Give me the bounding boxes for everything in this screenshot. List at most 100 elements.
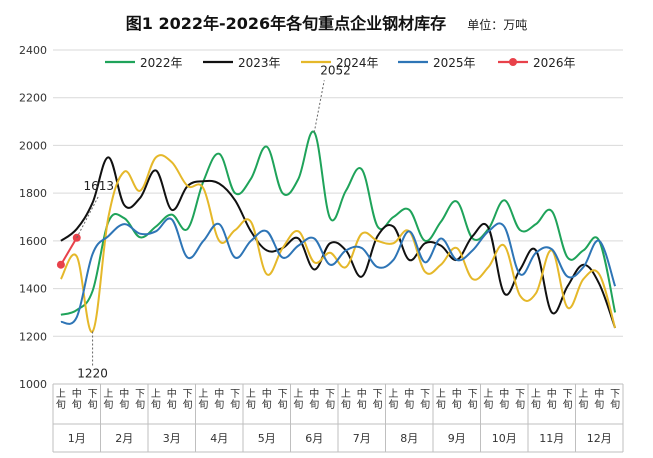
x-tick-period-label: 旬 [610,398,620,411]
x-tick-month-label: 9月 [448,432,466,445]
legend-marker-2026年 [509,58,517,66]
x-tick-month-label: 3月 [163,432,181,445]
series-line-2022年 [60,130,617,316]
y-tick-label: 1600 [19,235,47,248]
x-tick-month-label: 4月 [210,432,228,445]
x-tick-period-label: 旬 [499,398,509,411]
x-tick-month-label: 1月 [68,432,86,445]
x-tick-month-label: 11月 [539,432,564,445]
x-tick-period-label: 旬 [357,398,367,411]
x-tick-period-label: 中 [167,387,177,400]
x-tick-period-label: 旬 [167,398,177,411]
x-tick-period-label: 上 [246,388,256,400]
x-tick-period-label: 上 [103,388,113,400]
x-tick-period-label: 中 [452,387,462,400]
x-tick-period-label: 旬 [578,398,588,411]
x-tick-month-label: 12月 [587,432,612,445]
x-tick-period-label: 上 [388,388,398,400]
series-point-2026年 [56,260,65,269]
annotation-label: 1613 [83,179,114,193]
x-tick-period-label: 旬 [278,398,288,411]
legend-label-2026年: 2026年 [533,56,576,70]
y-tick-label: 2000 [19,139,47,152]
x-tick-period-label: 上 [341,388,351,400]
x-tick-period-label: 下 [420,389,430,400]
legend-label-2022年: 2022年 [140,56,183,70]
x-tick-period-label: 中 [594,387,604,400]
x-tick-period-label: 旬 [198,398,208,411]
x-tick-period-label: 旬 [468,398,478,411]
x-tick-period-label: 中 [499,387,509,400]
x-tick-month-label: 8月 [400,432,418,445]
y-tick-label: 1400 [19,283,47,296]
annotation-leader [313,80,325,133]
x-tick-period-label: 旬 [515,398,525,411]
x-tick-period-label: 旬 [563,398,573,411]
chart-title: 图1 2022年-2026年各旬重点企业钢材库存 单位：万吨 [0,10,653,34]
x-tick-period-label: 中 [357,387,367,400]
x-tick-period-label: 旬 [309,398,319,411]
x-tick-month-label: 5月 [258,432,276,445]
x-tick-period-label: 旬 [230,398,240,411]
x-tick-period-label: 中 [119,387,129,400]
x-tick-period-label: 上 [151,388,161,400]
legend-label-2024年: 2024年 [336,56,379,70]
x-tick-period-label: 下 [563,389,573,400]
x-tick-period-label: 下 [135,389,145,400]
x-tick-period-label: 上 [436,388,446,400]
x-tick-period-label: 旬 [404,398,414,411]
x-tick-period-label: 旬 [483,398,493,411]
x-tick-period-label: 下 [230,389,240,400]
x-tick-period-label: 旬 [246,398,256,411]
x-tick-period-label: 下 [468,389,478,400]
x-tick-period-label: 上 [483,388,493,400]
x-tick-period-label: 旬 [373,398,383,411]
x-tick-period-label: 下 [373,389,383,400]
x-tick-period-label: 旬 [214,398,224,411]
y-tick-label: 1000 [19,378,47,391]
x-tick-period-label: 旬 [325,398,335,411]
x-tick-month-label: 2月 [115,432,133,445]
chart-title-text: 图1 2022年-2026年各旬重点企业钢材库存 [125,14,447,33]
x-tick-period-label: 旬 [135,398,145,411]
x-tick-period-label: 上 [56,388,66,400]
x-tick-period-label: 中 [214,387,224,400]
x-tick-period-label: 上 [198,388,208,400]
x-tick-month-label: 10月 [492,432,517,445]
x-tick-period-label: 下 [88,389,98,400]
series-line-2025年 [60,217,617,325]
x-tick-period-label: 中 [404,387,414,400]
x-tick-period-label: 中 [547,387,557,400]
x-tick-period-label: 上 [293,388,303,400]
x-tick-period-label: 中 [262,387,272,400]
x-tick-period-label: 中 [72,387,82,400]
x-tick-period-label: 下 [278,389,288,400]
unit-label: 单位：万吨 [467,18,528,32]
x-tick-period-label: 旬 [56,398,66,411]
y-tick-label: 2200 [19,92,47,105]
annotation-leader [76,195,100,238]
y-tick-label: 1800 [19,187,47,200]
x-tick-period-label: 旬 [151,398,161,411]
x-tick-period-label: 上 [531,388,541,400]
x-tick-period-label: 旬 [594,398,604,411]
x-tick-period-label: 旬 [436,398,446,411]
x-tick-period-label: 旬 [420,398,430,411]
x-tick-period-label: 中 [309,387,319,400]
x-tick-period-label: 下 [183,389,193,400]
x-tick-period-label: 旬 [452,398,462,411]
x-tick-period-label: 旬 [341,398,351,411]
legend-label-2023年: 2023年 [238,56,281,70]
legend-label-2025年: 2025年 [433,56,476,70]
series-line-2023年 [60,156,617,329]
annotation-label: 1220 [77,367,108,381]
x-tick-period-label: 下 [515,389,525,400]
x-tick-month-label: 6月 [305,432,323,445]
x-tick-period-label: 旬 [103,398,113,411]
x-tick-period-label: 旬 [293,398,303,411]
x-tick-period-label: 旬 [531,398,541,411]
annotation-label: 2052 [320,63,351,77]
y-tick-label: 1200 [19,330,47,343]
series-line-2024年 [60,154,617,333]
